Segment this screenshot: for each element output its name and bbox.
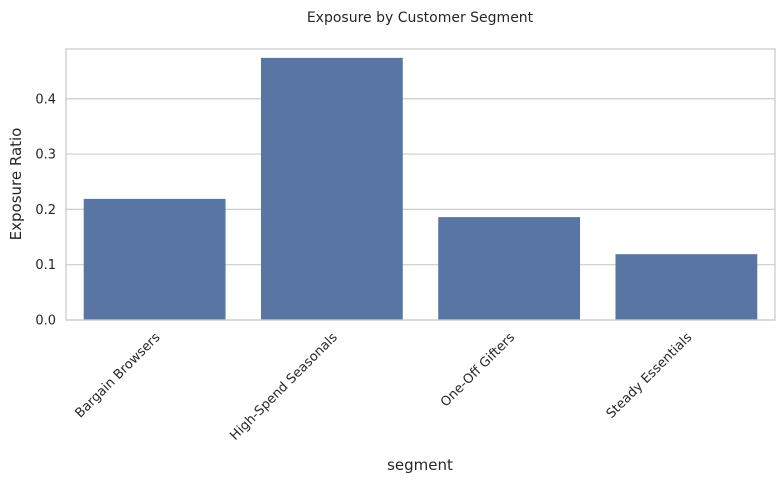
- x-axis-label: segment: [387, 456, 453, 474]
- x-tick-labels: Bargain Browsers High-Spend Seasonals One-…: [72, 330, 695, 443]
- x-tick-label: High-Spend Seasonals: [227, 330, 340, 443]
- bar: [260, 57, 403, 321]
- bar: [438, 217, 581, 320]
- bar: [615, 254, 758, 320]
- y-tick-label: 0.3: [35, 148, 56, 163]
- y-tick-label: 0.4: [35, 92, 56, 107]
- chart-title: Exposure by Customer Segment: [307, 10, 534, 26]
- y-axis-label: Exposure Ratio: [7, 128, 25, 241]
- x-tick-label: Bargain Browsers: [72, 330, 163, 421]
- x-tick-label: Steady Essentials: [604, 330, 696, 422]
- x-tick-label: One-Off Gifters: [438, 330, 518, 410]
- y-tick-label: 0.1: [35, 258, 56, 273]
- y-tick-label: 0.2: [35, 203, 56, 218]
- bar: [83, 198, 226, 320]
- plot-frame: [65, 48, 776, 321]
- y-tick-labels: 0.0 0.1 0.2 0.3 0.4: [35, 92, 56, 328]
- y-tick-label: 0.0: [35, 314, 56, 329]
- bars: [83, 57, 758, 321]
